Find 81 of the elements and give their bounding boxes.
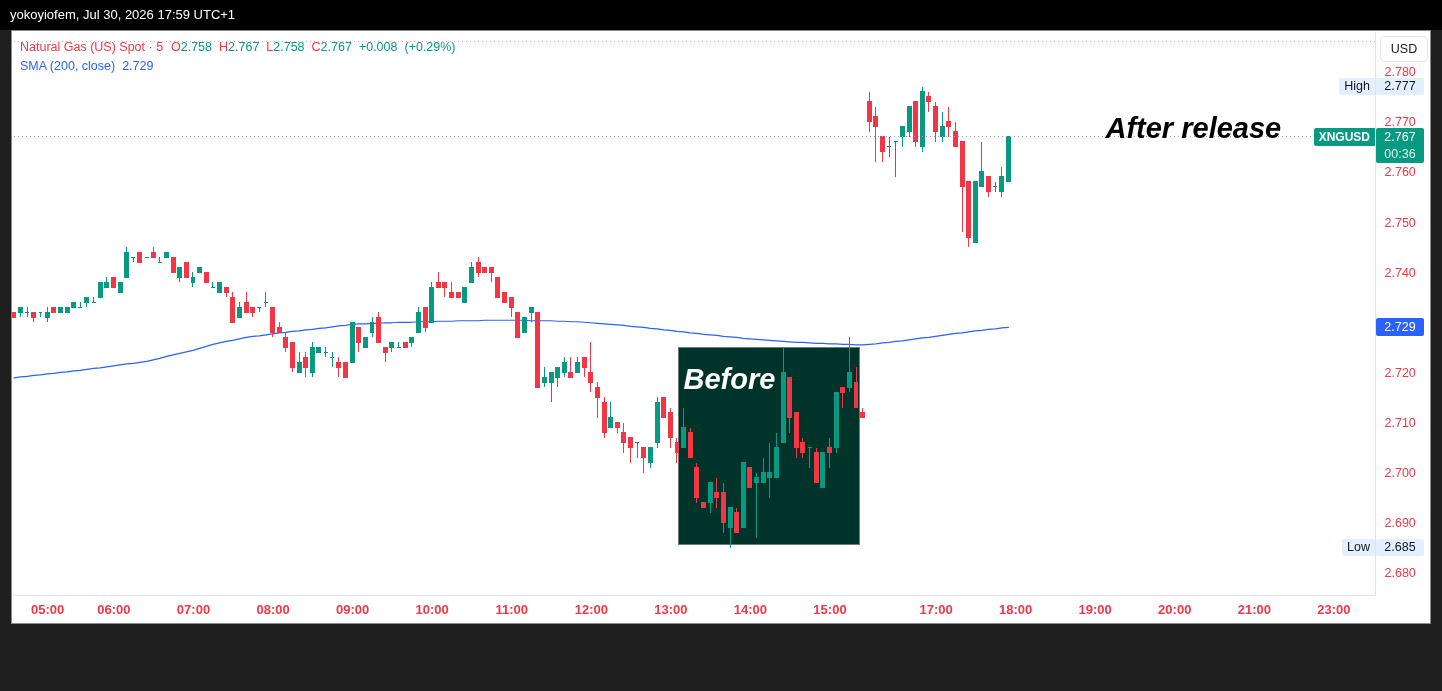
text: 00:36: [1383, 145, 1417, 163]
candlestick: [926, 91, 932, 113]
y-tick-label: 2.760: [1384, 165, 1416, 180]
y-tick-label: 2.720: [1384, 365, 1416, 380]
y-tick-label: 2.680: [1384, 566, 1416, 581]
x-tick-label: 07:00: [176, 601, 211, 617]
text: Natural Gas (US) Spot · 5: [20, 39, 164, 55]
candlestick: [840, 386, 846, 408]
candlestick: [356, 326, 362, 353]
candlestick: [588, 341, 594, 393]
x-tick-label: 23:00: [1317, 601, 1351, 617]
x-tick-label: 14:00: [733, 601, 768, 617]
text: yokoyiofem, Jul 30, 2026 17:59 UTC+1: [10, 7, 236, 23]
y-tick-label: 2.700: [1384, 466, 1416, 481]
annotation: 2.729: [121, 59, 154, 73]
candlestick: [986, 176, 992, 198]
candlestick: [939, 111, 945, 143]
candlestick: [674, 437, 680, 464]
ref-line-label: XNGUSD: [1313, 127, 1375, 146]
x-tick-label: 11:00: [495, 601, 529, 617]
y-tick-label: 2.710: [1384, 416, 1416, 431]
annotation: After release: [1105, 111, 1282, 144]
candlestick: [647, 447, 653, 469]
candlestick: [561, 356, 567, 378]
annotation: Low: [1342, 539, 1375, 557]
text: 2.729: [1376, 318, 1424, 337]
candlestick: [508, 296, 514, 318]
y-tick-label: 2.690: [1384, 516, 1416, 531]
candlestick: [296, 351, 302, 373]
text: O2.758 H2.767 L2.758 C2.767 +0.008 (+0.29%): [171, 39, 456, 55]
x-tick-label: 08:00: [256, 601, 290, 617]
x-tick-label: 12:00: [574, 601, 608, 617]
candlestick: [681, 407, 687, 449]
text: 2.767: [1383, 128, 1417, 146]
candlestick: [734, 507, 740, 534]
candlestick: [190, 271, 196, 288]
x-tick-label: 21:00: [1237, 601, 1271, 617]
candlestick: [714, 477, 720, 509]
candlestick: [846, 336, 852, 393]
y-tick-label: 2.750: [1384, 215, 1416, 230]
annotation: High: [1339, 78, 1375, 96]
candlestick: [707, 482, 713, 514]
text: 2.685: [1376, 539, 1424, 557]
candlestick: [283, 331, 289, 353]
candlestick: [581, 356, 587, 378]
candlestick: [880, 136, 886, 163]
candlestick: [415, 306, 421, 333]
y-tick-label: 2.740: [1384, 265, 1416, 280]
candlestick: [946, 106, 952, 138]
text: SMA (200, close): [20, 59, 116, 73]
candlestick: [336, 356, 342, 378]
candlestick: [369, 316, 375, 338]
candlestick: [754, 472, 760, 539]
candlestick: [468, 261, 474, 283]
x-tick-label: 06:00: [97, 601, 131, 617]
candlestick: [44, 306, 50, 323]
x-tick-label: 19:00: [1078, 601, 1112, 617]
x-tick-label: 05:00: [31, 601, 65, 617]
candlestick: [594, 381, 600, 419]
candlestick: [528, 306, 534, 323]
candlestick: [303, 351, 309, 378]
candlestick: [826, 437, 832, 469]
candlestick: [641, 447, 647, 474]
x-tick-label: 18:00: [999, 601, 1033, 617]
y-tick-label: 2.780: [1384, 65, 1416, 80]
x-tick-label: 15:00: [813, 601, 847, 617]
x-tick-label: 13:00: [654, 601, 688, 617]
candlestick: [422, 306, 428, 333]
y-axis-title: USD: [1380, 36, 1428, 62]
x-tick-label: 09:00: [336, 601, 370, 617]
candlestick: [727, 507, 733, 549]
candlestick: [568, 356, 574, 378]
candlestick: [608, 401, 614, 429]
x-tick-label: 10:00: [415, 601, 449, 617]
x-tick-label: 17:00: [919, 601, 953, 617]
candlestick: [747, 467, 753, 489]
x-tick-label: 20:00: [1158, 601, 1192, 617]
candlestick: [661, 396, 667, 419]
y-tick-label: 2.770: [1384, 115, 1416, 130]
annotation: Before: [683, 363, 776, 395]
text: 2.777: [1376, 78, 1424, 96]
